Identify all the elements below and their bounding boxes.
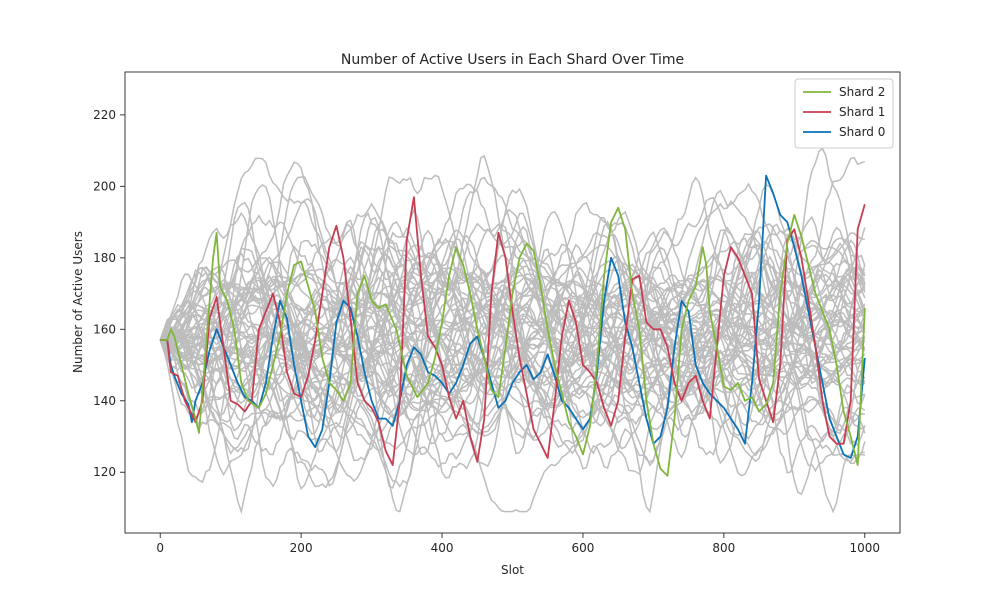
background-series-line	[160, 320, 866, 513]
y-tick-label: 180	[93, 251, 116, 265]
background-series-line	[159, 157, 866, 388]
legend: Shard 2 Shard 1 Shard 0	[794, 78, 894, 149]
y-tick-label: 200	[93, 179, 116, 193]
background-series-line	[160, 301, 866, 426]
x-tick-label: 800	[712, 541, 735, 555]
x-axis-label: Slot	[501, 563, 524, 577]
x-tick-label: 200	[290, 541, 313, 555]
legend-label-shard-2: Shard 2	[839, 85, 885, 99]
x-tick-label: 600	[572, 541, 595, 555]
background-series-line	[159, 246, 866, 429]
x-tick-label: 1000	[849, 541, 880, 555]
chart-title: Number of Active Users in Each Shard Ove…	[341, 52, 684, 68]
background-series-line	[160, 272, 866, 348]
background-series-line	[159, 239, 866, 341]
x-axis: 0 200 400 600 800 1000	[156, 533, 880, 555]
y-tick-label: 120	[93, 465, 116, 479]
background-series-line	[159, 336, 866, 422]
background-series-line	[159, 319, 866, 450]
background-series-line	[159, 220, 866, 513]
highlighted-series-group	[160, 174, 866, 477]
y-axis-label: Number of Active Users	[71, 231, 85, 373]
shard-2-line	[160, 206, 866, 477]
x-tick-label: 0	[156, 541, 164, 555]
background-series-line	[159, 257, 866, 440]
background-series-line	[159, 255, 866, 457]
background-series-line	[159, 208, 866, 447]
legend-label-shard-1: Shard 1	[839, 105, 885, 119]
background-series-line	[159, 182, 866, 394]
background-series-line	[159, 220, 866, 490]
y-tick-label: 160	[93, 322, 116, 336]
y-axis: 120 140 160 180 200 220	[93, 108, 125, 479]
legend-label-shard-0: Shard 0	[839, 125, 885, 139]
background-series-line	[159, 201, 866, 468]
y-tick-label: 220	[93, 108, 116, 122]
plot-area-frame	[124, 71, 901, 534]
shard-1-line	[160, 196, 866, 466]
background-series-line	[160, 289, 866, 429]
background-series-line	[159, 147, 866, 515]
background-series-line	[159, 229, 866, 455]
legend-box	[794, 78, 894, 149]
background-series-line	[159, 176, 865, 473]
background-series-line	[159, 297, 866, 375]
shard-0-line	[160, 174, 866, 459]
y-tick-label: 140	[93, 394, 116, 408]
background-series-line	[159, 215, 866, 397]
x-tick-label: 400	[431, 541, 454, 555]
